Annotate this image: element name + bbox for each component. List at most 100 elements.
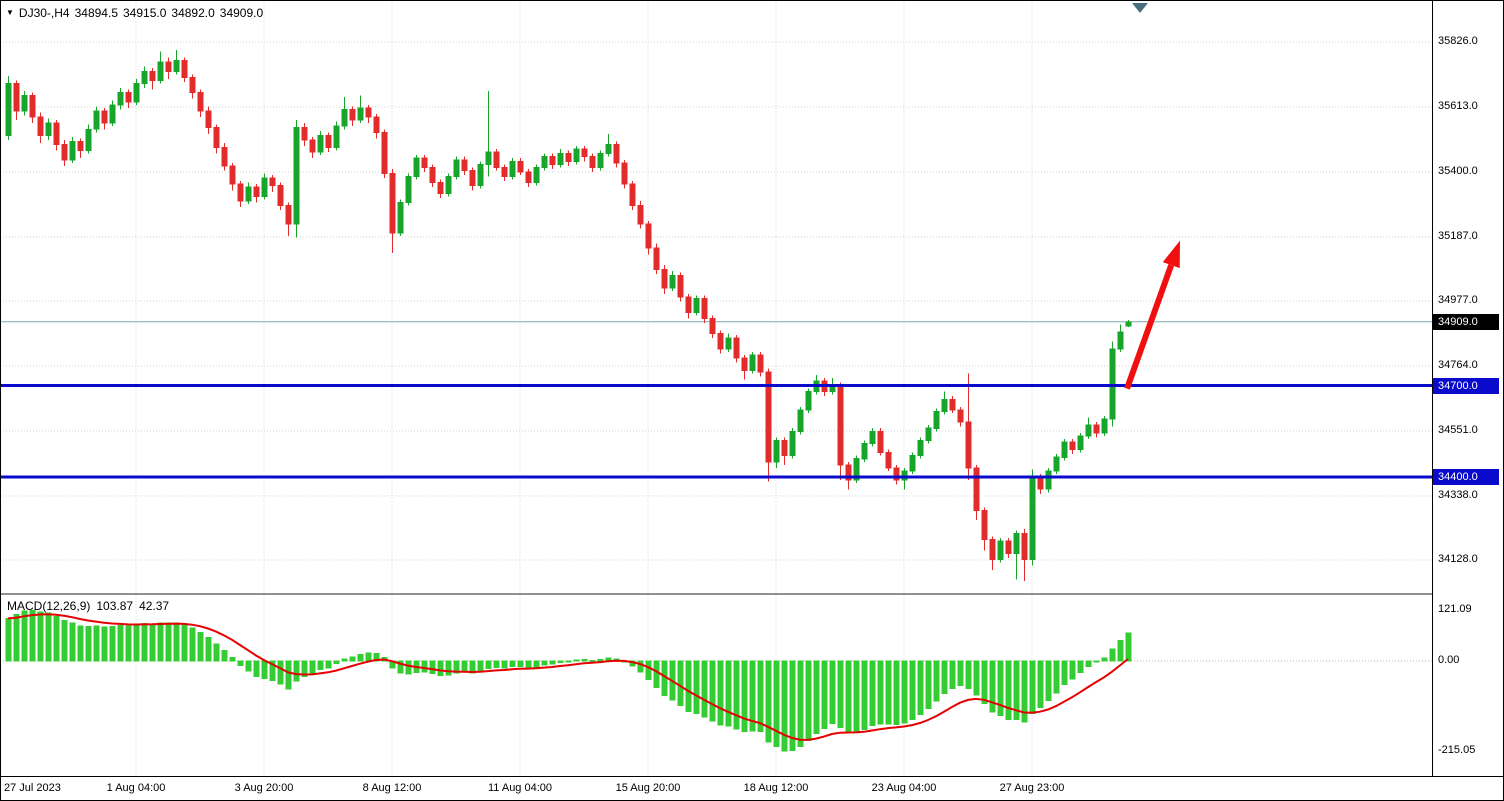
candle[interactable] bbox=[725, 333, 732, 352]
candle[interactable] bbox=[453, 156, 460, 180]
candle[interactable] bbox=[773, 437, 780, 468]
candle[interactable] bbox=[461, 156, 468, 175]
candle[interactable] bbox=[5, 75, 12, 140]
candle[interactable] bbox=[397, 199, 404, 236]
candle[interactable] bbox=[477, 161, 484, 189]
candle[interactable] bbox=[493, 149, 500, 171]
candle[interactable] bbox=[757, 352, 764, 377]
candle[interactable] bbox=[821, 377, 828, 397]
candle[interactable] bbox=[733, 335, 740, 363]
macd-panel[interactable] bbox=[0, 595, 1432, 776]
candle[interactable] bbox=[549, 153, 556, 169]
candle[interactable] bbox=[541, 153, 548, 171]
candle[interactable] bbox=[253, 184, 260, 203]
candle[interactable] bbox=[69, 136, 76, 163]
candle[interactable] bbox=[429, 164, 436, 188]
candle[interactable] bbox=[909, 452, 916, 474]
candle[interactable] bbox=[605, 133, 612, 157]
candle[interactable] bbox=[1101, 416, 1108, 436]
candle[interactable] bbox=[293, 120, 300, 238]
candle[interactable] bbox=[837, 382, 844, 481]
candle[interactable] bbox=[869, 428, 876, 447]
candle[interactable] bbox=[653, 243, 660, 275]
main-chart[interactable] bbox=[0, 0, 1432, 593]
candle[interactable] bbox=[629, 181, 636, 211]
candle[interactable] bbox=[557, 149, 564, 168]
candle[interactable] bbox=[701, 295, 708, 324]
candle[interactable] bbox=[717, 330, 724, 354]
candle[interactable] bbox=[973, 464, 980, 520]
candle[interactable] bbox=[949, 396, 956, 413]
candle[interactable] bbox=[933, 408, 940, 432]
candle[interactable] bbox=[965, 373, 972, 481]
candle[interactable] bbox=[765, 368, 772, 482]
candle[interactable] bbox=[245, 182, 252, 204]
candle[interactable] bbox=[261, 173, 268, 200]
candle[interactable] bbox=[437, 179, 444, 198]
candle[interactable] bbox=[325, 132, 332, 153]
candle[interactable] bbox=[925, 425, 932, 444]
candle[interactable] bbox=[365, 104, 372, 124]
candle[interactable] bbox=[181, 57, 188, 82]
candle[interactable] bbox=[565, 150, 572, 166]
candle[interactable] bbox=[589, 153, 596, 172]
trend-arrow-annotation[interactable] bbox=[1124, 240, 1180, 390]
candle[interactable] bbox=[525, 168, 532, 188]
candle[interactable] bbox=[173, 49, 180, 75]
candle[interactable] bbox=[621, 159, 628, 189]
candle[interactable] bbox=[853, 455, 860, 484]
candle[interactable] bbox=[85, 124, 92, 154]
candle[interactable] bbox=[349, 106, 356, 127]
candle[interactable] bbox=[885, 449, 892, 471]
panel-separator[interactable] bbox=[0, 593, 1504, 595]
candle[interactable] bbox=[997, 538, 1004, 563]
candle[interactable] bbox=[77, 138, 84, 159]
candle[interactable] bbox=[693, 295, 700, 316]
candle[interactable] bbox=[125, 89, 132, 108]
candle[interactable] bbox=[285, 202, 292, 237]
candle[interactable] bbox=[941, 391, 948, 415]
candle[interactable] bbox=[501, 164, 508, 182]
candle[interactable] bbox=[1021, 528, 1028, 581]
candle[interactable] bbox=[389, 168, 396, 253]
candle[interactable] bbox=[1125, 319, 1132, 327]
candle[interactable] bbox=[445, 173, 452, 197]
candle[interactable] bbox=[901, 467, 908, 490]
candle[interactable] bbox=[581, 146, 588, 162]
candle[interactable] bbox=[685, 294, 692, 319]
candle[interactable] bbox=[117, 88, 124, 110]
candle[interactable] bbox=[957, 406, 964, 427]
candle[interactable] bbox=[645, 220, 652, 255]
candle[interactable] bbox=[1005, 538, 1012, 558]
candle[interactable] bbox=[517, 158, 524, 175]
candle[interactable] bbox=[309, 136, 316, 159]
candle[interactable] bbox=[509, 158, 516, 180]
time-axis[interactable]: 27 Jul 2023 1 Aug 04:00 3 Aug 20:00 8 Aug 1… bbox=[0, 777, 1504, 801]
candle[interactable] bbox=[1045, 467, 1052, 493]
candle[interactable] bbox=[53, 120, 60, 151]
candle[interactable] bbox=[61, 139, 68, 166]
candle[interactable] bbox=[1069, 438, 1076, 455]
candle[interactable] bbox=[781, 437, 788, 465]
candle[interactable] bbox=[13, 80, 20, 121]
candle[interactable] bbox=[1061, 438, 1068, 461]
candle[interactable] bbox=[357, 95, 364, 124]
candle[interactable] bbox=[221, 143, 228, 171]
candle[interactable] bbox=[109, 100, 116, 127]
candle[interactable] bbox=[1029, 469, 1036, 566]
candle[interactable] bbox=[93, 106, 100, 133]
candle[interactable] bbox=[29, 92, 36, 124]
candle[interactable] bbox=[1013, 530, 1020, 580]
candle[interactable] bbox=[205, 106, 212, 134]
candle[interactable] bbox=[805, 388, 812, 413]
candle[interactable] bbox=[709, 315, 716, 339]
candle[interactable] bbox=[301, 123, 308, 146]
candle[interactable] bbox=[989, 536, 996, 571]
candle[interactable] bbox=[573, 146, 580, 165]
candle[interactable] bbox=[213, 124, 220, 154]
candle[interactable] bbox=[917, 437, 924, 459]
candle[interactable] bbox=[669, 271, 676, 291]
candle[interactable] bbox=[333, 121, 340, 151]
candle[interactable] bbox=[317, 130, 324, 156]
candle[interactable] bbox=[237, 181, 244, 207]
